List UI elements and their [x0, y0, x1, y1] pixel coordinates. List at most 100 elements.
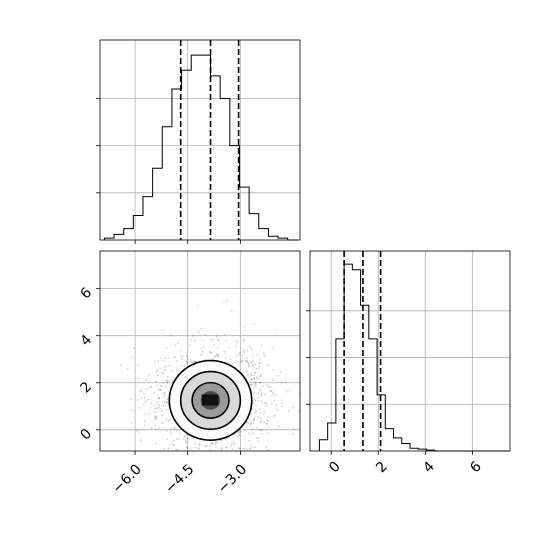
- scatter-point: [159, 408, 162, 410]
- scatter-point: [163, 366, 166, 368]
- scatter-point: [265, 402, 268, 405]
- scatter-point: [133, 347, 136, 350]
- scatter-point: [212, 442, 214, 445]
- scatter-point: [198, 443, 201, 446]
- scatter-point: [275, 407, 278, 410]
- scatter-point: [160, 409, 163, 412]
- scatter-point: [259, 417, 262, 420]
- scatter-point: [165, 401, 168, 403]
- scatter-point: [161, 393, 164, 396]
- scatter-point: [266, 384, 268, 387]
- scatter-point: [204, 333, 206, 336]
- scatter-point: [240, 360, 242, 363]
- scatter-point: [175, 368, 178, 371]
- scatter-point: [251, 428, 254, 430]
- scatter-point: [203, 453, 205, 455]
- scatter-point: [275, 404, 278, 407]
- scatter-point: [249, 424, 252, 427]
- scatter-point: [131, 356, 134, 359]
- scatter-point: [185, 434, 187, 436]
- scatter-point: [182, 438, 185, 441]
- scatter-point: [157, 374, 160, 377]
- scatter-point: [271, 347, 274, 350]
- x-marginal-histogram: [96, 39, 301, 244]
- scatter-point: [291, 433, 294, 436]
- scatter-point: [265, 422, 268, 425]
- scatter-point: [161, 414, 164, 417]
- scatter-point: [142, 392, 145, 395]
- scatter-point: [172, 378, 175, 380]
- scatter-point: [220, 448, 223, 451]
- scatter-point: [174, 428, 176, 431]
- scatter-point: [186, 357, 189, 360]
- scatter-point: [253, 323, 256, 326]
- scatter-point: [255, 376, 258, 379]
- scatter-point: [241, 361, 244, 363]
- scatter-point: [253, 374, 256, 376]
- scatter-point: [164, 391, 166, 394]
- contour-line: [168, 359, 253, 442]
- scatter-point: [138, 407, 141, 409]
- scatter-point: [208, 350, 211, 353]
- scatter-point: [246, 360, 249, 363]
- scatter-point: [143, 424, 146, 427]
- scatter-point: [232, 440, 235, 443]
- scatter-point: [274, 328, 277, 331]
- scatter-point: [159, 357, 162, 359]
- scatter-point: [250, 374, 252, 377]
- scatter-point: [255, 367, 258, 370]
- scatter-point: [256, 427, 258, 429]
- scatter-point: [181, 358, 183, 361]
- scatter-point: [281, 402, 284, 405]
- scatter-point: [210, 351, 213, 354]
- scatter-point: [159, 389, 161, 391]
- scatter-point: [153, 405, 155, 407]
- scatter-point: [198, 443, 201, 446]
- scatter-point: [256, 437, 258, 440]
- scatter-point: [155, 427, 157, 430]
- scatter-point: [261, 484, 263, 486]
- scatter-point: [266, 426, 269, 428]
- scatter-point: [144, 413, 147, 415]
- scatter-point: [185, 441, 188, 444]
- scatter-point: [215, 335, 218, 338]
- scatter-point: [156, 401, 159, 403]
- scatter-point: [163, 401, 166, 404]
- scatter-point: [265, 423, 268, 425]
- scatter-point: [158, 427, 160, 430]
- scatter-point: [251, 364, 254, 367]
- scatter-point: [237, 447, 240, 449]
- scatter-point: [260, 453, 262, 455]
- scatter-point: [235, 435, 238, 438]
- scatter-point: [233, 442, 236, 445]
- scatter-point: [160, 388, 162, 391]
- scatter-point: [169, 471, 171, 473]
- scatter-point: [245, 360, 248, 363]
- scatter-point: [287, 410, 290, 412]
- scatter-point: [260, 419, 263, 422]
- scatter-point: [158, 388, 161, 391]
- scatter-point: [167, 447, 170, 450]
- scatter-point: [267, 416, 269, 418]
- scatter-point: [243, 463, 245, 465]
- scatter-point: [265, 445, 268, 448]
- scatter-point: [160, 421, 163, 424]
- scatter-point: [253, 376, 255, 379]
- scatter-point: [130, 409, 133, 412]
- scatter-point: [254, 371, 257, 374]
- scatter-point: [221, 462, 223, 464]
- scatter-point: [249, 346, 252, 348]
- scatter-point: [211, 338, 214, 340]
- scatter-point: [201, 350, 203, 353]
- scatter-point: [227, 346, 230, 349]
- scatter-point: [154, 415, 157, 418]
- scatter-point: [214, 355, 217, 358]
- scatter-point: [251, 374, 253, 376]
- histogram-step: [103, 54, 298, 241]
- scatter-point: [192, 437, 195, 440]
- scatter-point: [161, 372, 164, 374]
- scatter-point: [239, 431, 242, 433]
- scatter-point: [254, 372, 257, 374]
- scatter-point: [148, 373, 151, 376]
